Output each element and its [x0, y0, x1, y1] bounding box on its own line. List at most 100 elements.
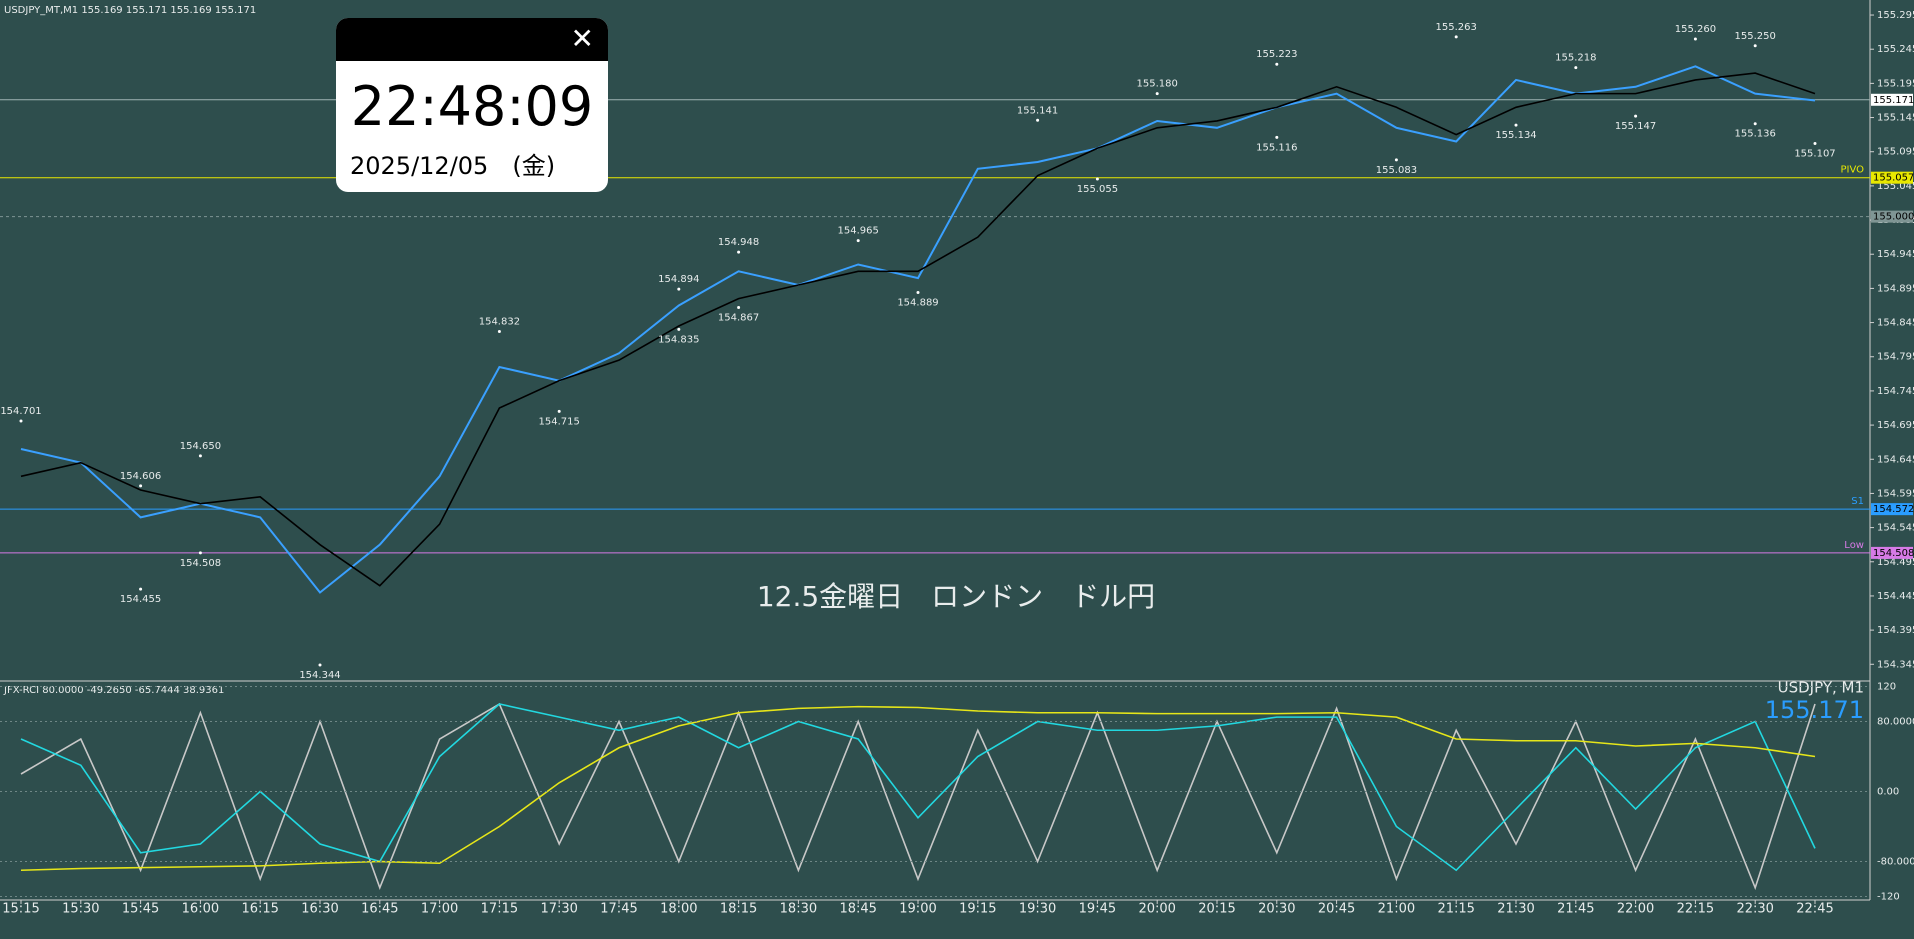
x-tick-label: 15:15 — [2, 902, 39, 917]
peak-marker — [737, 250, 741, 254]
peak-marker — [198, 551, 202, 555]
peak-marker — [1155, 92, 1159, 96]
y-tick-label: 154.895 — [1877, 283, 1914, 294]
peak-marker — [737, 306, 741, 310]
clock-date: 2025/12/05 (金) — [350, 152, 556, 180]
level-name: S1 — [1851, 496, 1864, 507]
peak-marker — [677, 327, 681, 331]
clock-time: 22:48:09 — [350, 75, 594, 138]
peak-marker — [1036, 118, 1040, 122]
level-tag — [1871, 210, 1913, 223]
x-tick-label: 20:45 — [1318, 902, 1355, 917]
price-tag-label: 155.171 — [1873, 95, 1914, 106]
x-tick-label: 18:00 — [660, 902, 697, 917]
peak-label: 154.344 — [299, 670, 340, 681]
peak-label: 154.715 — [539, 416, 580, 427]
x-tick-label: 22:15 — [1677, 902, 1714, 917]
y-tick-label: 155.045 — [1877, 181, 1914, 192]
peak-label: 154.606 — [120, 471, 161, 482]
y-tick-label: 0.00 — [1877, 787, 1899, 798]
peak-label: 155.260 — [1675, 24, 1716, 35]
x-tick-label: 17:30 — [540, 902, 577, 917]
peak-marker — [677, 287, 681, 291]
x-tick-label: 17:45 — [600, 902, 637, 917]
y-tick-label: 154.495 — [1877, 557, 1914, 568]
symbol-label: USDJPY, M1 — [1778, 679, 1864, 697]
peak-marker — [1753, 122, 1757, 126]
x-tick-label: 21:30 — [1497, 902, 1534, 917]
peak-label: 155.180 — [1137, 79, 1178, 90]
level-tag-label: 154.572 — [1873, 504, 1914, 515]
y-tick-label: 155.095 — [1877, 147, 1914, 158]
peak-label: 155.107 — [1794, 149, 1835, 160]
peak-label: 154.835 — [658, 334, 699, 345]
y-tick-label: 80.0000 — [1877, 717, 1914, 728]
series-line — [20, 703, 1816, 872]
y-tick-label: -120 — [1877, 892, 1900, 903]
x-tick-label: 16:15 — [241, 902, 278, 917]
x-tick-label: 16:45 — [361, 902, 398, 917]
peak-label: 155.223 — [1256, 49, 1297, 60]
peak-label: 155.134 — [1495, 130, 1536, 141]
y-tick-label: 154.345 — [1877, 659, 1914, 670]
x-tick-label: 18:45 — [839, 902, 876, 917]
level-tag — [1871, 503, 1913, 516]
level-tag-label: 155.057 — [1873, 173, 1914, 184]
peak-label: 154.965 — [838, 226, 879, 237]
peak-label: 154.650 — [180, 441, 221, 452]
peak-label: 155.055 — [1077, 184, 1118, 195]
y-tick-label: 154.845 — [1877, 318, 1914, 329]
clock-header: ✕ — [336, 18, 608, 61]
peak-marker — [1693, 37, 1697, 41]
peak-marker — [198, 454, 202, 458]
peak-marker — [1454, 35, 1458, 39]
x-tick-label: 18:15 — [720, 902, 757, 917]
chart-title: USDJPY_MT,M1 155.169 155.171 155.169 155… — [4, 5, 256, 16]
level-name: Low — [1844, 540, 1864, 551]
x-tick-label: 18:30 — [780, 902, 817, 917]
peak-marker — [1813, 142, 1817, 146]
y-tick-label: 155.295 — [1877, 10, 1914, 21]
peak-label: 155.083 — [1376, 165, 1417, 176]
peak-marker — [916, 291, 920, 295]
level-tag — [1871, 171, 1913, 184]
peak-label: 155.136 — [1735, 129, 1776, 140]
x-tick-label: 22:45 — [1796, 902, 1833, 917]
x-tick-label: 19:30 — [1019, 902, 1056, 917]
x-tick-label: 15:30 — [62, 902, 99, 917]
close-button[interactable]: ✕ — [570, 22, 594, 55]
level-tag — [1871, 546, 1913, 559]
level-tag-label: 154.508 — [1873, 548, 1914, 559]
indicator-title: JFX-RCI 80.0000 -49.2650 -65.7444 38.936… — [3, 685, 224, 696]
x-tick-label: 19:15 — [959, 902, 996, 917]
peak-marker — [139, 484, 143, 488]
y-tick-label: 154.945 — [1877, 249, 1914, 260]
peak-marker — [1634, 114, 1638, 118]
series-line — [20, 65, 1816, 594]
x-tick-label: 22:00 — [1617, 902, 1654, 917]
peak-marker — [1514, 123, 1518, 127]
peak-label: 154.701 — [0, 406, 41, 417]
x-tick-label: 16:00 — [182, 902, 219, 917]
x-tick-label: 20:00 — [1138, 902, 1175, 917]
peak-label: 155.116 — [1256, 142, 1297, 153]
caption: 12.5金曜日 ロンドン ドル円 — [757, 580, 1155, 613]
peak-marker — [1275, 62, 1279, 66]
peak-marker — [1574, 66, 1578, 70]
peak-label: 154.832 — [479, 316, 520, 327]
x-tick-label: 21:45 — [1557, 902, 1594, 917]
y-tick-label: 155.145 — [1877, 113, 1914, 124]
level-tag-label: 155.000 — [1873, 212, 1914, 223]
y-tick-label: 154.595 — [1877, 488, 1914, 499]
clock-popup: ✕ 22:48:09 2025/12/05 (金) — [336, 18, 608, 192]
level-name: PIVO — [1840, 165, 1864, 176]
x-tick-label: 17:00 — [421, 902, 458, 917]
y-tick-label: 154.445 — [1877, 591, 1914, 602]
y-tick-label: 154.795 — [1877, 352, 1914, 363]
x-tick-label: 21:15 — [1437, 902, 1474, 917]
last-price: 155.171 — [1765, 696, 1864, 724]
peak-marker — [139, 587, 143, 591]
peak-marker — [1753, 44, 1757, 48]
x-tick-label: 20:15 — [1198, 902, 1235, 917]
